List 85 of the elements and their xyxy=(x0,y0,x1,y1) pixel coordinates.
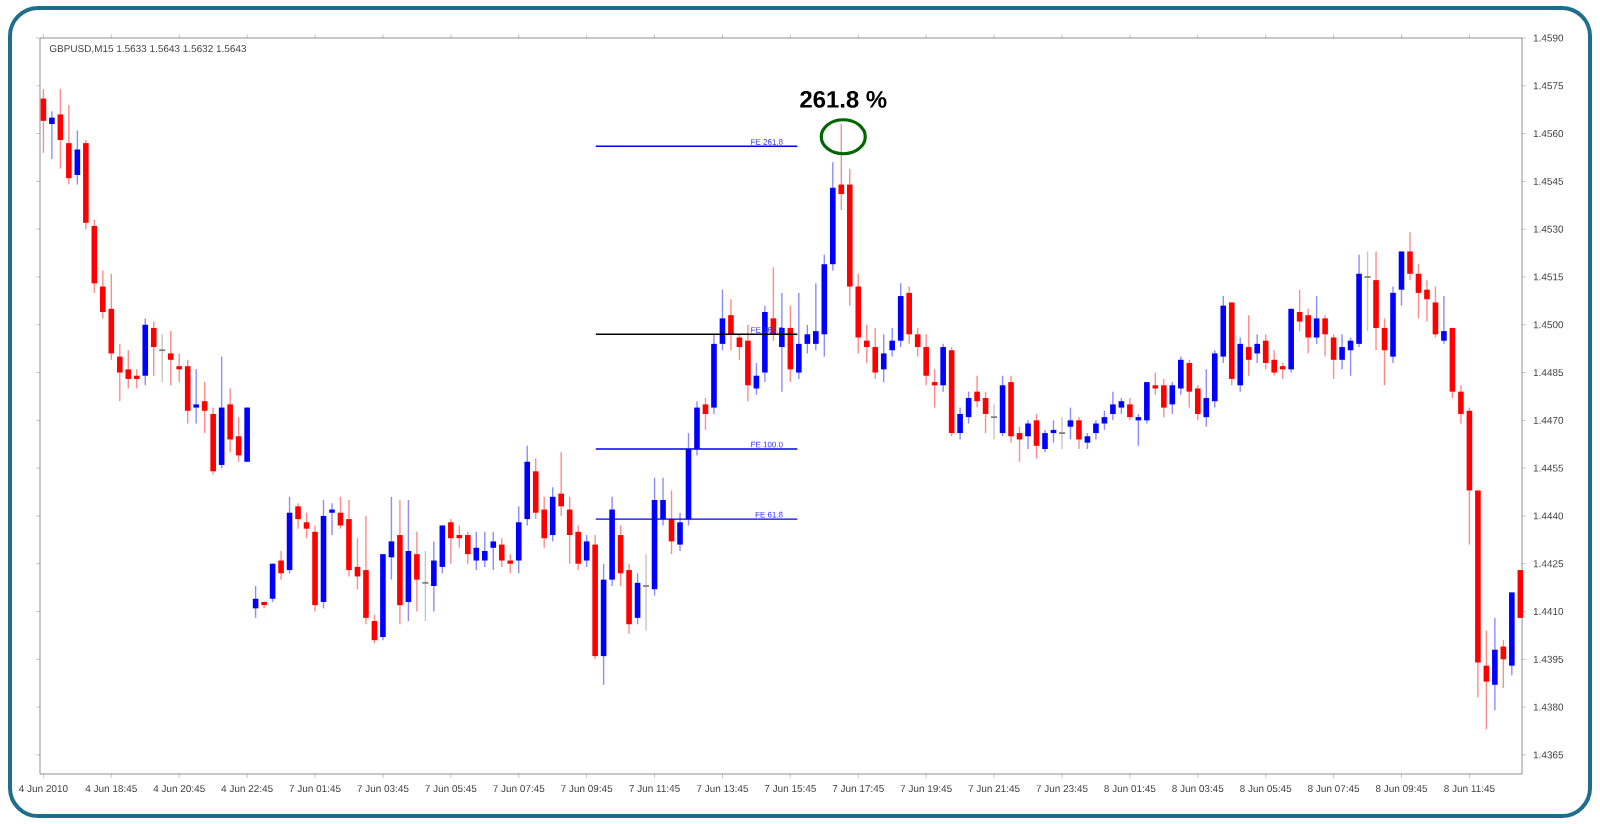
candlestick xyxy=(1058,416,1066,450)
annotation: 261.8 % xyxy=(800,90,887,108)
candlestick xyxy=(414,531,420,613)
candlestick xyxy=(1432,285,1439,339)
candlestick xyxy=(779,292,785,393)
candlestick xyxy=(1245,314,1252,377)
candlestick xyxy=(1042,429,1048,453)
candlestick xyxy=(481,531,488,568)
candlestick xyxy=(184,359,191,425)
candlestick xyxy=(1424,279,1430,323)
candlestick xyxy=(745,324,751,402)
candlestick xyxy=(1492,617,1498,711)
candlestick xyxy=(1322,314,1328,358)
candlestick xyxy=(880,333,887,383)
candlestick xyxy=(889,327,896,358)
candlestick xyxy=(167,330,174,386)
candlestick xyxy=(490,531,497,571)
candlestick xyxy=(57,88,64,170)
candlestick xyxy=(558,451,564,517)
candlestick xyxy=(1186,359,1193,409)
candlestick xyxy=(1127,397,1133,422)
candlestick xyxy=(1407,231,1413,281)
candlestick xyxy=(498,537,505,568)
candlestick xyxy=(295,502,301,530)
candlestick xyxy=(872,327,879,380)
candlestick xyxy=(1271,349,1277,377)
candlestick xyxy=(133,368,140,390)
candlestick xyxy=(125,349,132,390)
candlestick xyxy=(804,324,811,355)
candlestick xyxy=(728,298,734,351)
candlestick xyxy=(1067,406,1074,441)
candlestick xyxy=(473,531,480,571)
candlestick xyxy=(1110,390,1116,422)
candlestick xyxy=(990,403,999,441)
candlestick xyxy=(940,343,946,393)
candlestick xyxy=(448,518,454,565)
candlestick xyxy=(421,550,430,622)
candlestick xyxy=(201,381,208,434)
candlestick xyxy=(906,285,912,345)
candlestick xyxy=(465,531,471,565)
candlestick xyxy=(193,368,199,425)
candlestick xyxy=(1517,569,1524,619)
candlestick xyxy=(507,553,514,574)
candlestick xyxy=(923,333,929,386)
candlestick xyxy=(150,320,157,377)
candlestick xyxy=(329,502,335,536)
candlestick xyxy=(1076,416,1082,450)
candlestick xyxy=(1025,419,1031,450)
candlestick xyxy=(1330,333,1337,380)
candlestick xyxy=(897,282,904,348)
candlestick xyxy=(702,397,709,431)
candlestick xyxy=(1254,333,1260,364)
candlestick xyxy=(1144,381,1150,425)
candlestick xyxy=(1363,250,1372,332)
candlestick xyxy=(1305,308,1311,355)
candlestick xyxy=(1178,355,1184,396)
candlestick xyxy=(278,550,284,581)
candlestick xyxy=(1339,333,1345,371)
candlestick xyxy=(303,512,310,539)
candlestick xyxy=(1398,250,1405,307)
candlestick xyxy=(914,327,921,358)
candlestick xyxy=(1296,289,1303,332)
candlestick xyxy=(999,375,1006,437)
candlestick xyxy=(227,387,233,453)
candlestick xyxy=(1483,629,1490,731)
candlestick xyxy=(1441,295,1447,345)
candlestick xyxy=(1033,413,1040,460)
candlestick xyxy=(642,553,651,632)
candlestick xyxy=(957,406,963,441)
candlestick xyxy=(116,343,123,402)
candlestick xyxy=(1093,419,1099,441)
candlestick xyxy=(158,333,167,383)
candlestick xyxy=(974,375,980,409)
candlestick xyxy=(863,324,870,364)
candlestick xyxy=(1237,336,1244,393)
candlestick xyxy=(1373,250,1379,351)
candlestick xyxy=(49,110,55,160)
candlestick xyxy=(66,104,72,186)
candlestick xyxy=(1161,378,1167,418)
candlestick xyxy=(583,534,590,568)
candlestick xyxy=(796,292,802,380)
candlestick xyxy=(982,390,989,434)
candlestick xyxy=(1101,410,1108,431)
candlestick xyxy=(363,515,369,625)
candlestick xyxy=(515,505,522,574)
